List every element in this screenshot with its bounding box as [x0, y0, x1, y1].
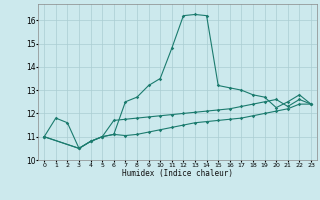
X-axis label: Humidex (Indice chaleur): Humidex (Indice chaleur) [122, 169, 233, 178]
